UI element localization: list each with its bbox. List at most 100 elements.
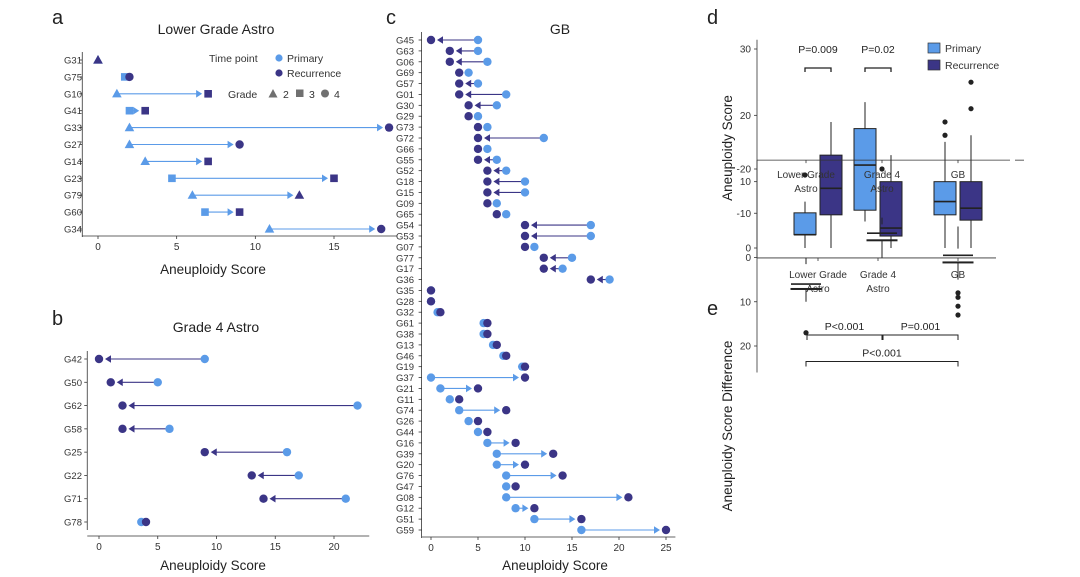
panel-c-row-label: G15 <box>396 188 414 199</box>
panel-c-xtick-label: 25 <box>660 543 672 554</box>
panel-c-primary-point <box>473 427 483 437</box>
panel-c-row-label: G19 <box>396 362 414 373</box>
panel-c-recurrence-point <box>511 438 520 448</box>
panel-c-arrowhead <box>437 36 443 44</box>
panel-b-row-label: G50 <box>64 378 82 389</box>
panel-a-legend: Time point Primary Recurrence Grade 2 3 … <box>209 53 341 101</box>
panel-c-arrowhead <box>531 232 537 240</box>
panel-c-primary-point <box>502 90 511 99</box>
panel-c-primary-point <box>483 438 492 448</box>
panel-c-row-label: G09 <box>396 199 414 210</box>
panel-c-recurrence-point <box>455 90 464 99</box>
panel-b-arrowhead <box>105 355 111 363</box>
panel-c-arrowhead <box>513 373 519 382</box>
legend-grade2-label: 2 <box>283 89 289 101</box>
panel-c-row-label: G16 <box>396 438 414 449</box>
panel-b-recurrence-point <box>247 471 256 480</box>
panel-c-row-label: G47 <box>396 482 414 493</box>
panel-c-recurrence-point <box>473 155 483 164</box>
panel-c-recurrence-point <box>492 210 501 219</box>
panel-d-ytick-label: 10 <box>740 177 752 188</box>
panel-b-row-label: G62 <box>64 401 82 412</box>
panel-e-ytick-label: 10 <box>740 297 752 308</box>
panel-label-d: d <box>707 7 718 29</box>
panel-c-primary-point <box>502 210 511 219</box>
panel-d-recurrence-outlier <box>968 79 974 85</box>
panel-c-arrowhead <box>513 460 519 469</box>
panel-c-recurrence-point <box>483 199 492 208</box>
panel-c-recurrence-point <box>426 286 436 295</box>
panel-c-row-label: G65 <box>396 210 414 221</box>
panel-c-primary-point <box>502 166 511 175</box>
legend-grade4-circle <box>321 89 329 98</box>
panel-c-recurrence-point <box>455 68 464 77</box>
panel-a-recurrence-point <box>204 90 212 98</box>
panel-c-recurrence-point <box>539 264 548 273</box>
panel-c-recurrence-point <box>549 449 558 458</box>
category-line: Grade 4 <box>860 270 897 281</box>
panel-c-recurrence-point <box>577 514 586 524</box>
panel-c-primary-point <box>473 112 483 121</box>
panel-e-ytick-label: -10 <box>737 209 752 220</box>
panel-c-primary-point <box>473 35 483 45</box>
panel-c-row-label: G12 <box>396 504 414 515</box>
panel-b-arrowhead <box>210 448 217 456</box>
panel-c-row-label: G17 <box>396 264 414 275</box>
panel-c-row-label: G69 <box>396 68 414 79</box>
panel-c-row-label: G53 <box>396 232 414 243</box>
panel-c-row-label: G59 <box>396 526 414 537</box>
panel-a-primary-point <box>112 88 122 98</box>
panel-c-primary-point <box>492 155 501 164</box>
panel-c-title: GB <box>550 21 570 37</box>
panel-b-row-label: G22 <box>64 471 82 482</box>
panel-c-primary-point <box>530 242 539 252</box>
panel-c-arrowhead <box>484 155 490 164</box>
panel-d-recurrence-box <box>879 181 903 237</box>
panel-c-row-label: G74 <box>396 406 414 417</box>
panel-a-xlabel: Aneuploidy Score <box>160 262 266 277</box>
panel-c-xtick-label: 0 <box>428 543 434 554</box>
panel-b-recurrence-point <box>118 401 127 410</box>
panel-a-xtick-label: 5 <box>174 242 180 253</box>
panel-a-arrowhead <box>227 140 234 149</box>
panel-c-primary-point <box>567 253 577 262</box>
panel-c-row-label: G54 <box>396 221 414 232</box>
panel-label-c: c <box>386 7 396 29</box>
panel-b-xtick-label: 0 <box>96 542 102 553</box>
panel-c-recurrence-point <box>492 340 501 350</box>
panel-b-row-label: G25 <box>64 448 82 459</box>
panel-c-arrowhead <box>493 166 500 175</box>
panel-c-recurrence-point <box>502 351 511 360</box>
panel-d-primary-box <box>933 181 957 216</box>
legend-recurrence-label: Recurrence <box>287 68 341 80</box>
panel-c-arrowhead <box>474 101 481 110</box>
panel-c-recurrence-point <box>483 329 492 339</box>
panel-c-arrowhead <box>494 406 501 415</box>
panel-c-arrowhead <box>484 134 490 142</box>
category-line: Lower Grade <box>777 170 835 181</box>
panel-b-primary-point <box>282 447 292 457</box>
panel-c-row-label: G28 <box>396 297 414 308</box>
panel-b-arrowhead <box>128 425 135 433</box>
panel-a-recurrence-point <box>141 106 149 115</box>
panel-c-arrowhead <box>549 264 556 273</box>
panel-c-row-label: G61 <box>396 319 414 330</box>
panel-b-recurrence-point <box>118 424 127 434</box>
panel-c-arrowhead <box>465 79 472 88</box>
panel-c-primary-point <box>502 493 511 502</box>
panel-c-row-label: G66 <box>396 144 414 155</box>
panel-c-row-label: G39 <box>396 449 414 460</box>
panel-b-recurrence-point <box>259 494 268 503</box>
panel-e-xtick-label: Grade 4 Astro <box>864 170 901 195</box>
panel-d-ylabel: Aneuploidy Score <box>720 95 735 201</box>
panel-e-difference-outlier <box>955 312 961 318</box>
panel-c-primary-point <box>483 122 492 132</box>
panel-a-arrowhead <box>227 208 234 216</box>
panel-e-difference-outlier <box>955 290 961 296</box>
panel-c-recurrence-point <box>483 166 492 175</box>
panel-c-arrowhead <box>493 188 500 197</box>
panel-label-e: e <box>707 298 718 320</box>
panel-c-row-label: G01 <box>396 90 414 101</box>
panel-a-primary-point <box>140 156 150 165</box>
